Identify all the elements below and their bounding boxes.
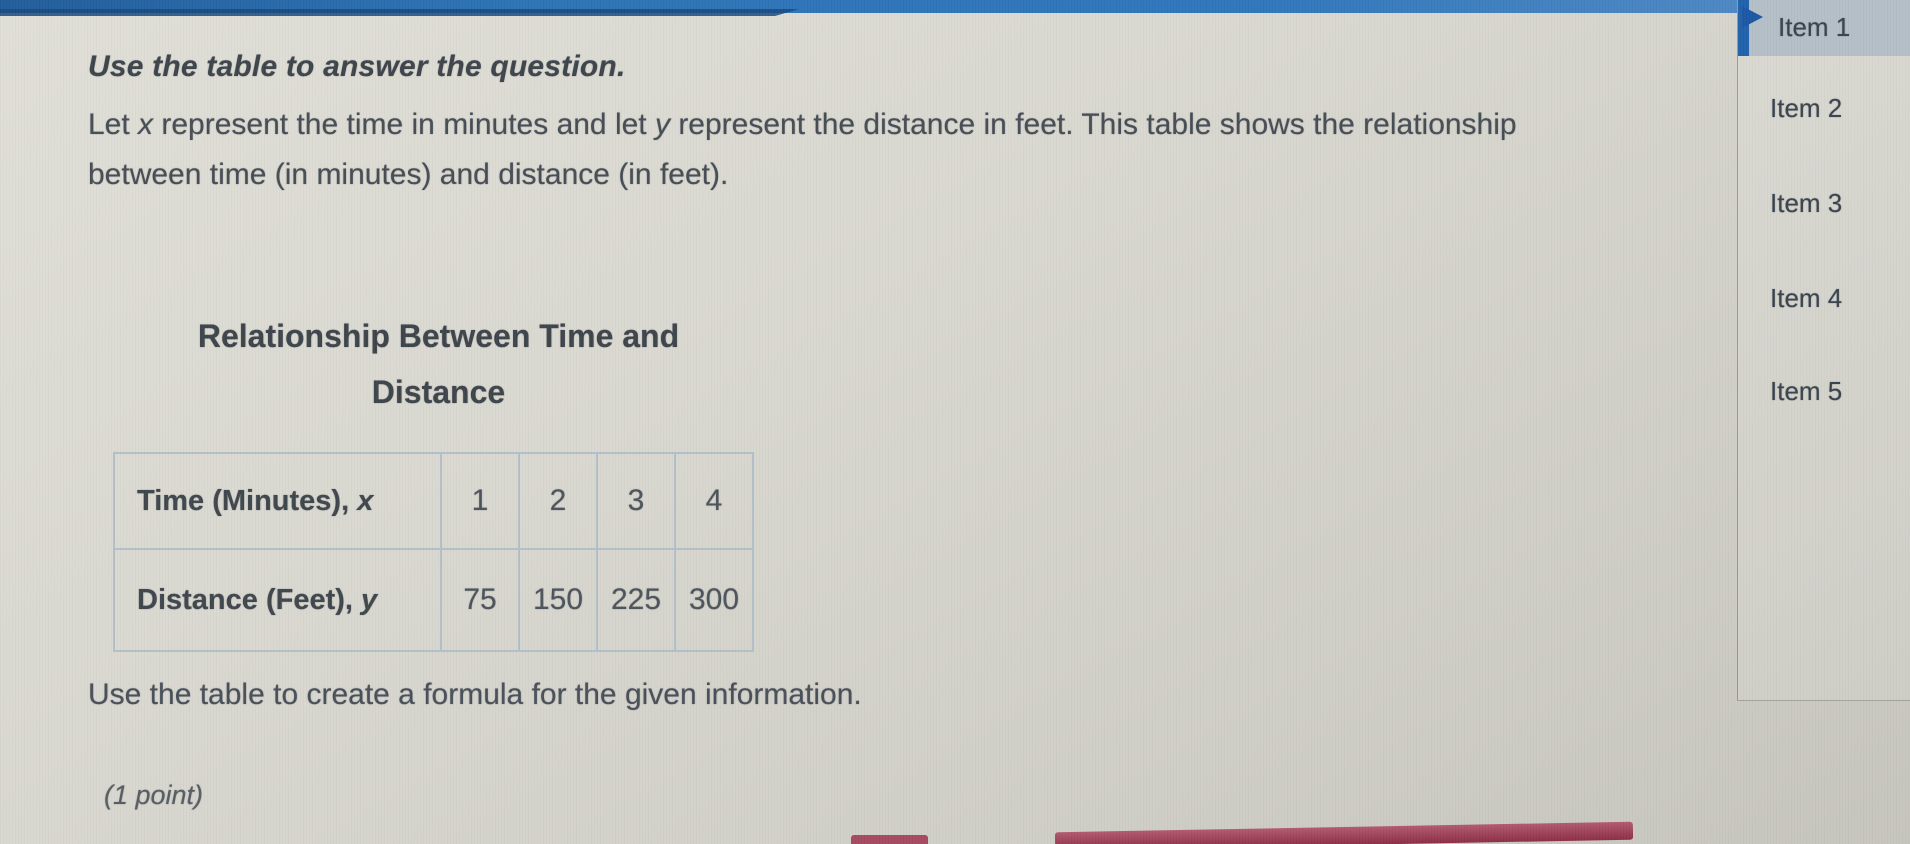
sidebar-item-label: Item 2: [1770, 93, 1843, 123]
table-row-time: Time (Minutes), x 1 2 3 4: [113, 452, 754, 550]
sidebar-item-label: Item 4: [1770, 283, 1843, 313]
current-item-arrow-icon: [1742, 6, 1763, 28]
sidebar-item-label: Item 1: [1778, 11, 1851, 42]
cell-time-3: 3: [596, 452, 676, 550]
sidebar-item-5[interactable]: Item 5: [1738, 369, 1910, 413]
question-body: Let x represent the time in minutes and …: [88, 108, 1517, 191]
question-prompt: Use the table to create a formula for th…: [88, 678, 862, 711]
table-title-line2: Distance: [371, 374, 506, 410]
row-label-time: Time (Minutes), x: [113, 452, 442, 550]
sidebar-item-label: Item 3: [1770, 188, 1843, 218]
question-instruction: Use the table to answer the question.: [88, 50, 626, 83]
cell-distance-1: 75: [440, 548, 520, 652]
top-banner: [0, 0, 1737, 16]
cell-distance-4: 300: [674, 548, 754, 652]
cell-distance-2: 150: [518, 548, 598, 652]
points-label: (1 point): [104, 780, 204, 810]
row-label-distance: Distance (Feet), y: [113, 548, 442, 652]
data-table: Time (Minutes), x 1 2 3 4 Distance (Feet…: [113, 452, 754, 652]
top-banner-accent: [0, 9, 800, 16]
sidebar-item-3[interactable]: Item 3: [1738, 181, 1910, 225]
item-navigation: Item 1 Item 2 Item 3 Item 4 Item 5: [1737, 0, 1910, 701]
sidebar-item-2[interactable]: Item 2: [1738, 86, 1910, 130]
table-title-line1: Relationship Between Time and: [197, 318, 680, 354]
table-row-distance: Distance (Feet), y 75 150 225 300: [113, 548, 754, 652]
cell-time-1: 1: [440, 452, 520, 550]
cell-distance-3: 225: [596, 548, 676, 652]
answer-box-top-edge-small: [851, 835, 928, 844]
cell-time-2: 2: [518, 452, 598, 550]
selected-item-accent-bar: [1738, 0, 1749, 56]
cell-time-4: 4: [674, 452, 754, 550]
answer-box-top-edge: [1054, 821, 1634, 844]
sidebar-item-1[interactable]: Item 1: [1738, 0, 1910, 56]
sidebar-item-4[interactable]: Item 4: [1738, 276, 1910, 320]
sidebar-item-label: Item 5: [1770, 376, 1843, 406]
table-title: Relationship Between Time and Distance: [113, 308, 764, 420]
